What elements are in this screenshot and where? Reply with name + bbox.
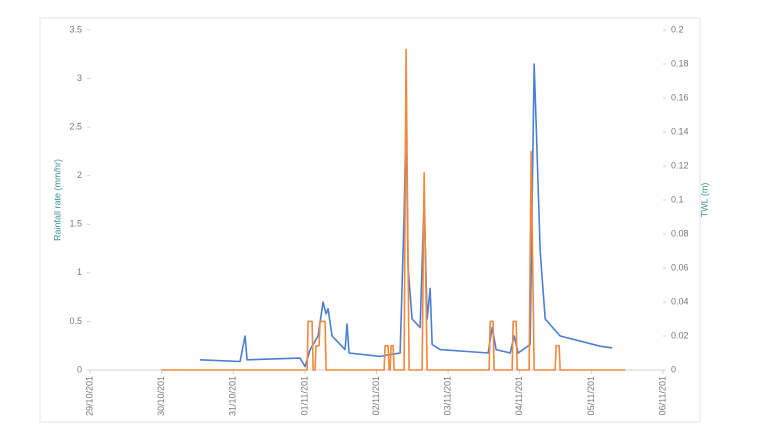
y-tick-label: 0.5 — [69, 316, 82, 326]
y2-tick-label: 0.02 — [671, 330, 689, 340]
y-tick-label: 1 — [77, 267, 82, 277]
y-axis-title: Rainfall rate (mm/hr) — [52, 159, 62, 241]
y-tick-label: 0 — [77, 364, 82, 374]
y2-tick-label: 0.2 — [671, 24, 684, 34]
x-tick-label: 02/11/201 — [371, 376, 381, 415]
x-tick-label: 31/10/201 — [228, 376, 238, 416]
y-tick-label: 2 — [77, 170, 82, 180]
y-tick-label: 3.5 — [69, 24, 82, 34]
series-line — [199, 63, 613, 368]
y2-tick-label: 0.14 — [671, 126, 689, 136]
y2-tick-label: 0.12 — [671, 160, 689, 170]
y2-tick-label: 0.1 — [671, 194, 684, 204]
y2-tick-label: 0.18 — [671, 58, 689, 68]
y2-tick-label: 0.04 — [671, 296, 689, 306]
y-tick-label: 2.5 — [69, 122, 82, 132]
x-tick-label: 03/11/201 — [443, 376, 453, 415]
y2-tick-label: 0.06 — [671, 262, 689, 272]
chart-frame — [39, 17, 701, 423]
x-tick-label: 01/11/201 — [299, 376, 309, 415]
y-tick-label: 3 — [77, 73, 82, 83]
x-tick-label: 30/10/201 — [156, 376, 166, 416]
x-tick-label: 06/11/201 — [657, 376, 667, 415]
series-line — [161, 48, 626, 371]
y2-axis-title: TWL (m) — [699, 183, 709, 218]
y2-tick-label: 0.16 — [671, 92, 689, 102]
y2-tick-label: 0.08 — [671, 228, 689, 238]
x-tick-label: 29/10/201 — [84, 376, 94, 416]
y-tick-label: 1.5 — [69, 219, 82, 229]
x-tick-label: 05/11/201 — [586, 376, 596, 415]
y2-tick-label: 0 — [671, 364, 676, 374]
x-tick-label: 04/11/201 — [514, 376, 524, 415]
